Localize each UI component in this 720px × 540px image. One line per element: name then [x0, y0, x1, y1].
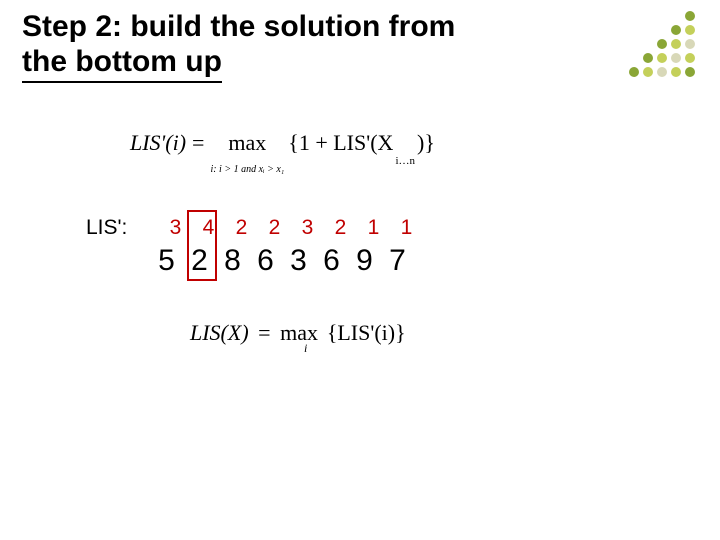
lis-value-cell: 2	[324, 216, 357, 240]
seq-value-cell: 9	[348, 244, 381, 278]
lis-prime-label: LIS':	[86, 216, 127, 240]
f1-rhssub: i…n	[395, 155, 415, 167]
seq-value-cell: 8	[216, 244, 249, 278]
f1-op: max	[228, 130, 266, 155]
f2-lhs: LIS(X)	[190, 320, 249, 345]
lis-value-cell: 2	[225, 216, 258, 240]
seq-value-cell: 6	[249, 244, 282, 278]
lis-value-cell: 1	[390, 216, 423, 240]
highlight-column-box	[187, 210, 217, 281]
f1-opsub: i: i > 1 and xᵢ > x₁	[210, 164, 284, 175]
title-line-2: the bottom up	[22, 45, 222, 84]
f1-rhsclose: )}	[417, 130, 435, 155]
formula-recurrence: LIS'(i) = max i: i > 1 and xᵢ > x₁ {1 + …	[130, 130, 435, 182]
decoration-dots	[626, 8, 706, 88]
formula-result: LIS(X) = maxi {LIS'(i)}	[190, 320, 406, 346]
title-line-1: Step 2: build the solution from	[22, 10, 455, 43]
seq-value-cell: 7	[381, 244, 414, 278]
f2-eq: =	[258, 320, 270, 345]
lis-value-cell: 1	[357, 216, 390, 240]
slide-title: Step 2: build the solution from the bott…	[22, 10, 602, 83]
f1-lhs: LIS'(i)	[130, 130, 186, 156]
f2-rhs: {LIS'(i)}	[327, 320, 406, 345]
f1-rhs: {1 + LIS'(X	[288, 130, 393, 155]
seq-value-cell: 6	[315, 244, 348, 278]
f2-op: max	[280, 320, 318, 345]
lis-value-cell: 3	[291, 216, 324, 240]
f1-eq: =	[192, 130, 204, 156]
lis-value-cell: 2	[258, 216, 291, 240]
f2-opsub: i	[304, 341, 307, 355]
seq-value-cell: 5	[150, 244, 183, 278]
seq-value-cell: 3	[282, 244, 315, 278]
